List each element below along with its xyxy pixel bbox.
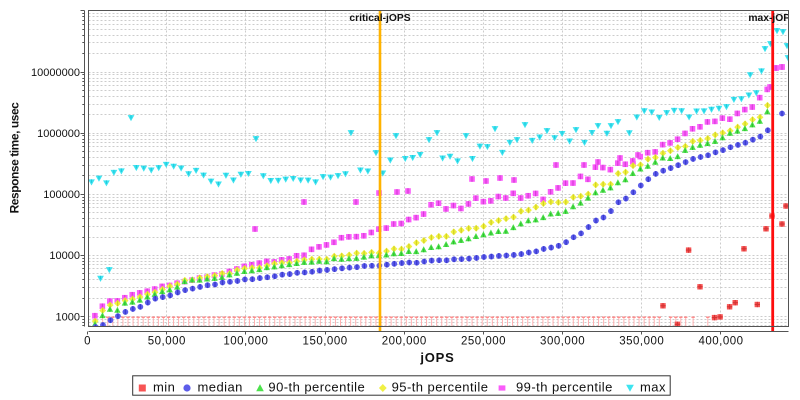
svg-text:350,000: 350,000: [619, 335, 664, 347]
svg-text:1000: 1000: [56, 311, 80, 323]
svg-text:1000000: 1000000: [37, 128, 80, 140]
svg-text:min: min: [153, 379, 175, 394]
svg-text:300,000: 300,000: [540, 335, 585, 347]
svg-text:250,000: 250,000: [461, 335, 506, 347]
svg-text:jOPS: jOPS: [419, 350, 454, 365]
svg-text:0: 0: [84, 335, 91, 347]
svg-text:90-th percentile: 90-th percentile: [268, 379, 365, 394]
svg-text:critical-jOPS: critical-jOPS: [349, 13, 410, 24]
svg-text:max: max: [640, 379, 666, 394]
svg-text:10000: 10000: [49, 250, 80, 262]
svg-text:150,000: 150,000: [303, 335, 348, 347]
svg-text:10000000: 10000000: [31, 67, 80, 79]
svg-text:median: median: [198, 379, 243, 394]
svg-text:200,000: 200,000: [382, 335, 427, 347]
svg-text:50,000: 50,000: [148, 335, 186, 347]
svg-text:99-th percentile: 99-th percentile: [516, 379, 613, 394]
svg-text:max-jOPS: max-jOPS: [748, 13, 797, 24]
svg-text:100,000: 100,000: [223, 335, 268, 347]
svg-text:Response time, usec: Response time, usec: [8, 102, 22, 214]
svg-text:400,000: 400,000: [698, 335, 743, 347]
svg-text:100000: 100000: [43, 189, 80, 201]
svg-text:95-th percentile: 95-th percentile: [392, 379, 489, 394]
